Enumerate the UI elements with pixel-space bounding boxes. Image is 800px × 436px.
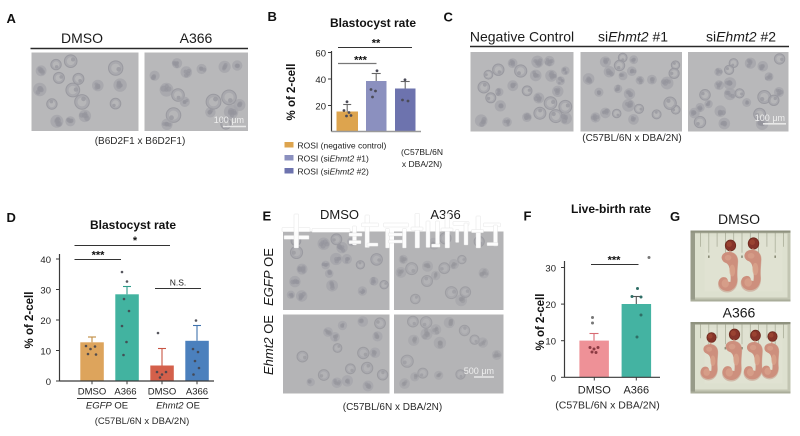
svg-text:100 μm: 100 μm: [755, 113, 785, 123]
svg-text:EGFP OE: EGFP OE: [86, 401, 128, 412]
svg-text:(C57BL/6N x DBA/2N): (C57BL/6N x DBA/2N): [95, 416, 190, 427]
svg-text:F: F: [524, 209, 532, 224]
svg-text:0: 0: [551, 373, 556, 384]
svg-text:siEhmt2 #2: siEhmt2 #2: [706, 29, 776, 45]
svg-text:**: **: [372, 38, 381, 50]
svg-text:Ehmt2 OE: Ehmt2 OE: [261, 315, 276, 375]
svg-text:D: D: [7, 210, 16, 225]
svg-text:A366: A366: [623, 385, 649, 397]
svg-text:A366: A366: [723, 305, 756, 321]
svg-text:E: E: [263, 209, 272, 224]
svg-text:A366: A366: [180, 30, 213, 46]
svg-text:40: 40: [40, 255, 51, 266]
svg-text:ROSI (siEhmt2 #2): ROSI (siEhmt2 #2): [298, 167, 370, 177]
svg-text:A366: A366: [186, 387, 208, 398]
svg-text:100 μm: 100 μm: [214, 115, 244, 125]
svg-text:% of 2-cell: % of 2-cell: [24, 292, 36, 349]
svg-text:% of 2-cell: % of 2-cell: [535, 294, 547, 351]
svg-text:(C57BL/6N x DBA/2N): (C57BL/6N x DBA/2N): [582, 133, 681, 144]
svg-text:DMSO: DMSO: [148, 387, 177, 398]
svg-text:ROSI (negative control): ROSI (negative control): [298, 141, 387, 151]
svg-text:DMSO: DMSO: [578, 385, 611, 397]
svg-text:20: 20: [40, 316, 51, 327]
svg-text:Live-birth rate: Live-birth rate: [571, 202, 651, 216]
svg-text:C: C: [444, 10, 454, 25]
svg-text:DMSO: DMSO: [718, 211, 760, 227]
svg-text:DMSO: DMSO: [61, 30, 103, 46]
svg-text:A366: A366: [114, 387, 136, 398]
svg-text:ROSI (siEhmt2 #1): ROSI (siEhmt2 #1): [298, 154, 370, 164]
svg-text:B: B: [268, 9, 277, 24]
svg-text:Blastocyst rate: Blastocyst rate: [330, 16, 416, 30]
svg-text:siEhmt2 #1: siEhmt2 #1: [598, 29, 668, 45]
svg-text:30: 30: [40, 286, 51, 297]
svg-text:DMSO: DMSO: [78, 387, 107, 398]
svg-text:% of 2-cell: % of 2-cell: [286, 64, 298, 121]
svg-text:(C57BL/6N: (C57BL/6N: [401, 147, 443, 157]
svg-text:500 μm: 500 μm: [464, 366, 494, 376]
svg-text:G: G: [670, 209, 680, 224]
svg-text:*: *: [133, 235, 138, 247]
svg-text:N.S.: N.S.: [170, 278, 187, 288]
svg-text:(B6D2F1 x B6D2F1): (B6D2F1 x B6D2F1): [95, 136, 186, 147]
svg-text:10: 10: [545, 337, 556, 348]
svg-text:Ehmt2 OE: Ehmt2 OE: [156, 401, 200, 412]
svg-text:***: ***: [354, 55, 368, 67]
svg-text:Blastocyst rate: Blastocyst rate: [90, 218, 176, 232]
svg-text:(C57BL/6N x DBA/2N): (C57BL/6N x DBA/2N): [555, 400, 659, 412]
svg-text:60: 60: [315, 49, 326, 60]
svg-text:***: ***: [92, 250, 106, 262]
svg-text:10: 10: [40, 347, 51, 358]
svg-text:x DBA/2N): x DBA/2N): [402, 159, 442, 169]
svg-text:0: 0: [46, 377, 51, 388]
svg-text:***: ***: [608, 255, 622, 267]
svg-text:(C57BL/6N x DBA/2N): (C57BL/6N x DBA/2N): [343, 402, 442, 413]
svg-text:40: 40: [315, 75, 326, 86]
svg-text:EGFP OE: EGFP OE: [261, 248, 276, 306]
svg-text:Negative Control: Negative Control: [470, 29, 574, 45]
svg-text:20: 20: [545, 300, 556, 311]
svg-text:30: 30: [545, 264, 556, 275]
svg-text:20: 20: [315, 102, 326, 113]
svg-text:A: A: [7, 11, 17, 26]
svg-text:DMSO: DMSO: [320, 207, 359, 222]
